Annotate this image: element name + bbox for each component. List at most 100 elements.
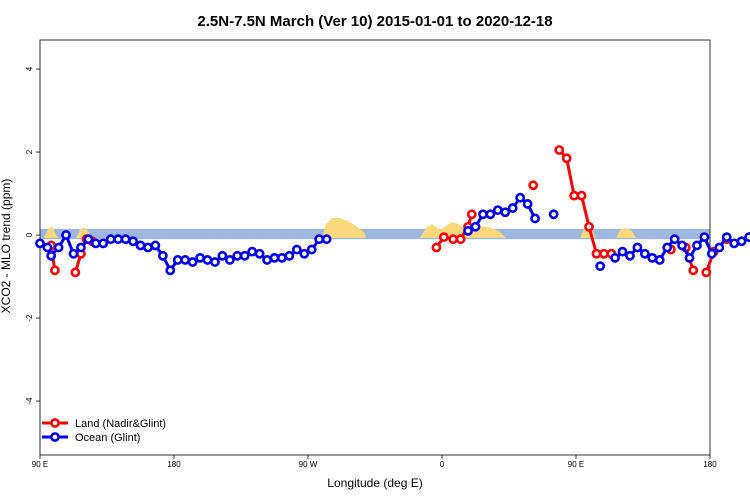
data-point	[284, 250, 295, 261]
data-point	[507, 203, 518, 213]
legend-label: Ocean (Glint)	[75, 432, 140, 444]
data-point	[291, 244, 302, 255]
data-point	[584, 221, 594, 232]
land-shape	[322, 218, 366, 238]
data-point	[180, 255, 191, 265]
data-point	[706, 248, 717, 259]
data-point	[202, 255, 213, 265]
land-shape	[616, 228, 636, 238]
data-point	[157, 250, 168, 261]
data-point	[224, 255, 235, 265]
data-point	[70, 267, 81, 278]
data-point	[478, 209, 488, 220]
data-point	[128, 236, 138, 247]
y-tick-label: -4	[25, 397, 34, 405]
ocean-band	[40, 228, 710, 240]
data-point	[150, 240, 161, 251]
data-point	[277, 252, 287, 263]
data-point	[701, 267, 712, 278]
x-tick-label: 90 E	[568, 460, 584, 469]
x-tick-label: 90 W	[299, 460, 318, 469]
data-point	[239, 250, 250, 261]
data-point	[187, 257, 198, 267]
data-point	[232, 250, 243, 261]
y-tick-label: 0	[25, 232, 34, 237]
y-tick-label: -2	[25, 314, 34, 322]
data-point	[314, 234, 325, 245]
data-point	[321, 234, 332, 245]
x-tick-label: 0	[440, 460, 445, 469]
data-point	[438, 232, 449, 243]
data-point	[172, 255, 183, 265]
data-point	[83, 234, 94, 245]
data-point	[736, 236, 747, 247]
data-point	[195, 252, 205, 263]
data-point	[599, 248, 609, 259]
legend-marker	[50, 432, 60, 442]
data-point	[455, 234, 466, 245]
data-point	[262, 255, 272, 265]
data-point	[306, 244, 317, 255]
data-point	[677, 240, 687, 251]
data-point	[466, 209, 477, 220]
data-point	[98, 238, 109, 249]
plot-area: -4 -2 0 2 4 90 E 180 90 W 0 90 E 180	[25, 39, 750, 469]
data-point	[654, 255, 665, 265]
y-axis-label: XCO2 - MLO trend (ppm)	[0, 179, 13, 314]
data-point	[492, 205, 503, 216]
data-point	[217, 250, 228, 261]
data-point	[662, 242, 673, 253]
data-point	[61, 230, 71, 240]
data-point	[46, 250, 57, 261]
data-point	[617, 246, 628, 257]
data-point	[692, 240, 702, 251]
data-point	[530, 213, 540, 224]
legend-label: Land (Nadir&Glint)	[75, 418, 166, 430]
data-point	[42, 242, 53, 253]
legend: Land (Nadir&Glint) Ocean (Glint)	[42, 418, 166, 444]
data-point	[744, 232, 750, 243]
x-tick-label: 90 E	[32, 460, 48, 469]
x-tick-label: 180	[167, 460, 181, 469]
data-point	[610, 252, 620, 263]
data-point	[647, 252, 658, 263]
land-shape	[44, 226, 58, 238]
data-point	[576, 190, 587, 201]
legend-marker	[50, 418, 60, 428]
data-point	[632, 242, 643, 253]
data-point	[515, 192, 526, 203]
data-point	[625, 250, 635, 261]
data-point	[485, 209, 496, 220]
y-tick-label: 4	[25, 66, 34, 71]
data-point	[247, 246, 258, 257]
data-point	[595, 261, 606, 272]
data-point	[269, 252, 280, 263]
data-point	[135, 240, 146, 251]
data-point	[299, 248, 310, 259]
x-axis-label: Longitude (deg E)	[327, 476, 422, 490]
data-point	[431, 242, 442, 253]
data-point	[569, 190, 580, 201]
data-point	[113, 234, 124, 245]
data-point	[554, 145, 565, 155]
data-point	[254, 248, 265, 259]
chart-title: 2.5N-7.5N March (Ver 10) 2015-01-01 to 2…	[197, 13, 552, 30]
data-point	[90, 238, 101, 249]
data-point	[448, 234, 459, 245]
data-point	[688, 265, 699, 276]
y-tick-label: 2	[25, 149, 34, 154]
data-point	[210, 257, 220, 267]
data-point	[684, 252, 695, 263]
data-point	[165, 265, 176, 276]
data-point	[53, 242, 64, 253]
data-point	[591, 248, 602, 259]
data-point	[548, 209, 559, 220]
data-point	[463, 225, 473, 236]
data-point	[639, 248, 650, 259]
x-tick-label: 180	[703, 460, 717, 469]
data-point	[699, 232, 710, 243]
data-point	[729, 238, 740, 249]
data-point	[120, 234, 131, 245]
data-point	[522, 199, 533, 209]
